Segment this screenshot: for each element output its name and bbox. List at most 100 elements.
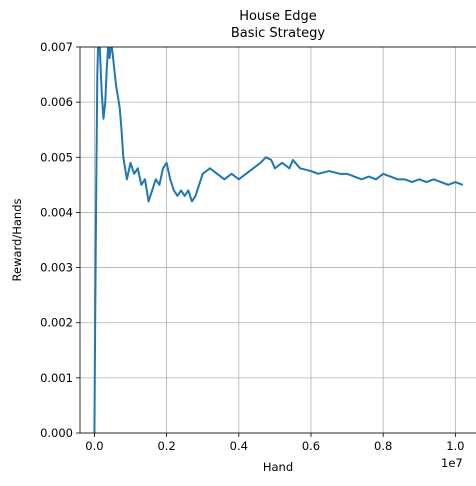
data-point xyxy=(102,118,105,120)
data-point xyxy=(202,173,204,175)
data-point xyxy=(147,200,150,202)
data-point xyxy=(425,181,428,183)
data-point xyxy=(176,195,179,197)
data-point xyxy=(447,184,449,186)
data-point xyxy=(216,173,218,175)
data-point xyxy=(223,178,225,180)
y-tick-label: 0.001 xyxy=(40,371,73,385)
data-point xyxy=(106,68,108,70)
data-point xyxy=(433,178,435,180)
data-point xyxy=(162,167,164,169)
series-layer xyxy=(93,19,464,433)
data-point xyxy=(346,173,348,175)
data-point xyxy=(281,162,283,164)
data-point xyxy=(155,178,157,180)
chart-subtitle: Basic Strategy xyxy=(231,26,326,41)
data-point xyxy=(418,178,420,180)
data-point xyxy=(252,167,254,169)
x-tick-label: 0.4 xyxy=(230,439,248,453)
data-point xyxy=(117,96,119,98)
y-tick-label: 0.000 xyxy=(40,426,73,440)
chart-title: House Edge xyxy=(239,9,317,24)
data-point xyxy=(187,189,189,191)
data-point xyxy=(292,159,294,161)
x-axis-label: Hand xyxy=(263,460,293,474)
data-point xyxy=(230,173,233,175)
data-point xyxy=(245,173,247,175)
data-point xyxy=(180,189,182,191)
data-point xyxy=(173,189,175,191)
data-point xyxy=(404,178,406,180)
data-point xyxy=(375,178,377,180)
data-point xyxy=(166,162,168,164)
data-point xyxy=(259,162,262,164)
data-point xyxy=(209,167,211,169)
x-tick-label: 1.0 xyxy=(446,439,464,453)
data-point xyxy=(104,101,106,103)
data-point xyxy=(368,175,370,178)
data-point xyxy=(288,167,290,169)
data-point xyxy=(126,178,128,180)
data-point xyxy=(389,175,391,178)
data-point xyxy=(265,156,267,158)
x-tick-label: 0.0 xyxy=(85,439,103,453)
data-point xyxy=(99,57,101,59)
data-point xyxy=(119,107,121,109)
plot-frame xyxy=(79,46,476,434)
data-point xyxy=(339,173,341,175)
data-point xyxy=(140,184,142,186)
data-point xyxy=(198,184,200,186)
data-point xyxy=(137,167,139,169)
data-point xyxy=(191,200,193,202)
y-axis-label: Reward/Hands xyxy=(10,199,24,282)
data-point xyxy=(353,175,355,178)
y-tick-label: 0.006 xyxy=(40,95,73,109)
data-point xyxy=(96,73,98,76)
data-point xyxy=(108,57,111,59)
data-point xyxy=(382,173,384,175)
data-point xyxy=(274,167,276,169)
y-tick-label: 0.005 xyxy=(40,150,73,164)
data-point xyxy=(310,170,312,172)
grid xyxy=(80,46,476,434)
data-point xyxy=(397,178,399,180)
data-point xyxy=(184,195,186,197)
data-point xyxy=(440,181,442,183)
data-point xyxy=(461,184,464,186)
x-offset-label: 1e7 xyxy=(441,456,463,470)
data-point xyxy=(129,162,132,164)
data-point xyxy=(328,170,330,172)
data-point xyxy=(299,167,301,169)
x-tick-label: 0.2 xyxy=(157,439,175,453)
data-point xyxy=(94,322,96,324)
data-point xyxy=(122,156,124,158)
data-point xyxy=(115,85,117,87)
y-tick-label: 0.007 xyxy=(40,40,73,54)
data-point xyxy=(238,178,240,180)
data-point xyxy=(454,181,456,183)
data-point xyxy=(144,178,146,180)
x-tick-label: 0.6 xyxy=(302,439,320,453)
data-point xyxy=(317,173,319,175)
x-tick-label: 0.8 xyxy=(374,439,392,453)
data-point xyxy=(411,181,413,183)
y-tick-label: 0.003 xyxy=(40,261,73,275)
y-tick-label: 0.002 xyxy=(40,316,73,330)
data-point xyxy=(158,184,160,186)
data-point xyxy=(194,195,197,197)
data-point xyxy=(360,178,363,180)
y-tick-label: 0.004 xyxy=(40,205,73,219)
ticks: 0.0 0.2 0.4 0.6 0.8 1.0 0.000 0.001 0.002 0.003 0.… xyxy=(40,40,464,453)
data-point xyxy=(101,90,103,92)
data-point xyxy=(270,159,272,161)
data-point xyxy=(110,41,111,42)
data-point xyxy=(151,189,153,191)
series-line xyxy=(93,47,463,433)
data-point xyxy=(113,68,115,70)
data-point xyxy=(98,19,99,20)
data-point xyxy=(120,129,123,131)
data-point xyxy=(111,51,114,54)
data-point xyxy=(133,173,135,175)
data-point xyxy=(169,178,171,180)
